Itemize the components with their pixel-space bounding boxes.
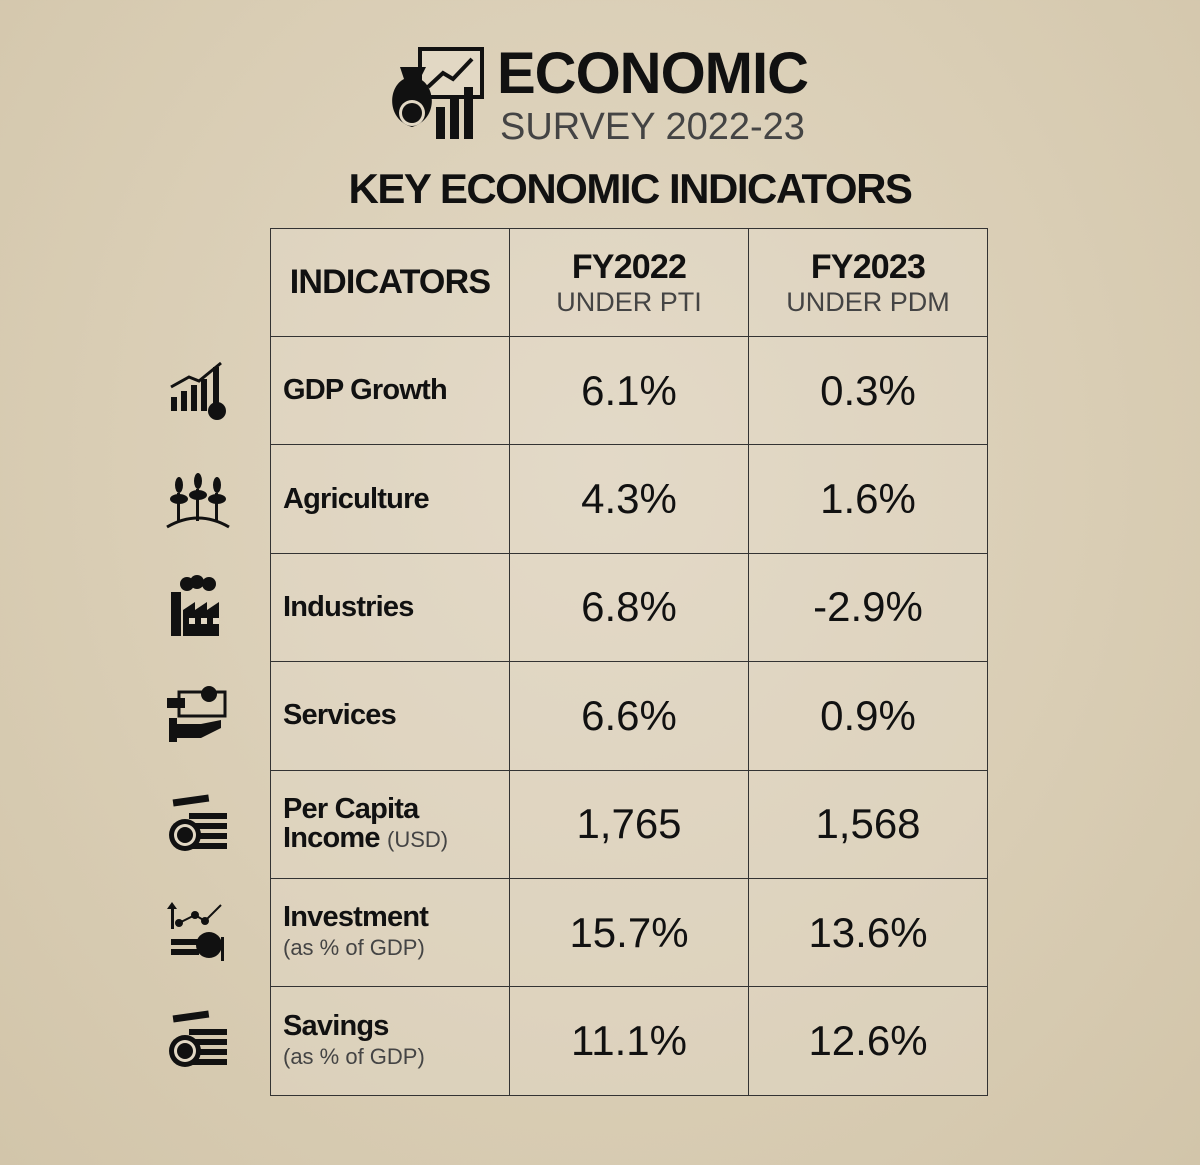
- title: ECONOMIC: [497, 41, 809, 106]
- indicator-note: (as % of GDP): [283, 1043, 425, 1069]
- row-icon: [166, 473, 230, 529]
- indicator-cell: Services: [270, 661, 510, 771]
- header-cell: FY2022 UNDER PTI: [509, 228, 749, 337]
- indicator-cell: Agriculture: [270, 444, 510, 554]
- table-row: Investment (as % of GDP) 15.7% 13.6%: [270, 877, 988, 988]
- indicator-cell: Per Capita Income (USD): [270, 769, 510, 879]
- value-cell: 13.6%: [748, 877, 988, 988]
- column-sub: UNDER PDM: [786, 286, 950, 317]
- header-row: INDICATORS FY2022 UNDER PTI FY2023 UNDER P…: [270, 228, 988, 337]
- indicator-name: Agriculture: [283, 482, 430, 515]
- row-icon: [167, 686, 227, 743]
- table-row: Services 6.6% 0.9%: [270, 661, 988, 771]
- value-cell: 1.6%: [748, 444, 988, 554]
- header-cell: FY2023 UNDER PDM: [748, 228, 988, 337]
- row-icon: [170, 361, 226, 420]
- value-cell: 15.7%: [509, 877, 749, 988]
- indicator-name: GDP Growth: [283, 374, 448, 407]
- indicator-name: Services: [283, 699, 397, 732]
- column-label: FY2022: [571, 247, 687, 286]
- value-cell: 6.1%: [509, 335, 749, 446]
- table-row: Agriculture 4.3% 1.6%: [270, 444, 988, 554]
- header-cell: INDICATORS: [270, 228, 510, 337]
- value-cell: 4.3%: [509, 444, 749, 554]
- column-label: FY2023: [810, 247, 926, 286]
- indicator-name: Savings: [283, 1009, 389, 1042]
- value-cell: -2.9%: [748, 552, 988, 663]
- table-row: GDP Growth 6.1% 0.3%: [270, 335, 988, 446]
- indicator-cell: Savings (as % of GDP): [270, 986, 510, 1096]
- value-cell: 1,568: [748, 769, 988, 879]
- subtitle: SURVEY 2022-23: [500, 106, 805, 148]
- indicator-table: INDICATORS FY2022 UNDER PTI FY2023 UNDER P…: [270, 228, 988, 1096]
- indicator-note: (USD): [387, 826, 449, 852]
- value-cell: 6.6%: [509, 661, 749, 771]
- indicator-name: Investment: [283, 901, 429, 934]
- table-row: Industries 6.8% -2.9%: [270, 552, 988, 663]
- row-icon: [169, 794, 227, 851]
- column-label: INDICATORS: [289, 263, 491, 301]
- column-sub: UNDER PTI: [556, 286, 702, 317]
- value-cell: 11.1%: [509, 986, 749, 1096]
- value-cell: 12.6%: [748, 986, 988, 1096]
- table-row: Per Capita Income (USD) 1,765 1,568: [270, 769, 988, 879]
- indicator-cell: GDP Growth: [270, 335, 510, 446]
- row-icon: [171, 574, 219, 636]
- table-row: Savings (as % of GDP) 11.1% 12.6%: [270, 986, 988, 1096]
- logo: [392, 47, 484, 139]
- value-cell: 1,765: [509, 769, 749, 879]
- indicator-name: Industries: [283, 590, 414, 623]
- value-cell: 0.3%: [748, 335, 988, 446]
- value-cell: 6.8%: [509, 552, 749, 663]
- indicator-cell: Industries: [270, 552, 510, 663]
- indicator-cell: Investment (as % of GDP): [270, 877, 510, 988]
- value-cell: 0.9%: [748, 661, 988, 771]
- row-icon: [167, 902, 224, 961]
- indicator-note: (as % of GDP): [283, 935, 425, 961]
- row-icon: [169, 1010, 227, 1068]
- heading: KEY ECONOMIC INDICATORS: [348, 165, 913, 212]
- indicator-name: Per Capita Income: [283, 792, 419, 854]
